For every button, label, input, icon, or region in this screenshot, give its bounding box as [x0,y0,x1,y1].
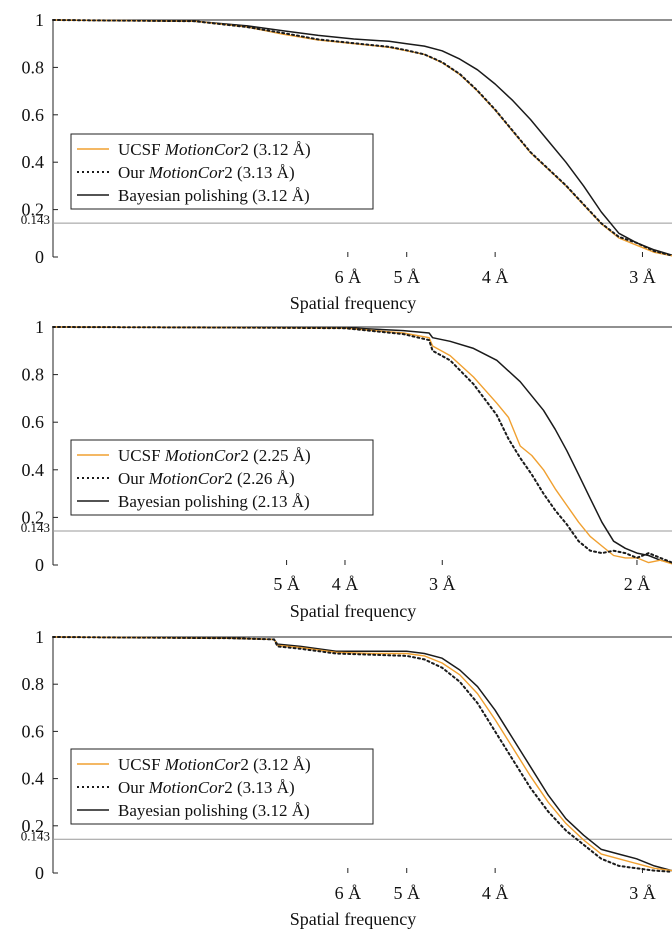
legend-label-plain: Bayesian polishing (3.12 Å) [118,186,310,205]
y-tick-label: 0.8 [22,365,45,385]
legend-label-suffix: 2 (2.25 Å) [240,446,310,465]
legend-label-plain: UCSF [118,446,165,465]
legend-label-suffix: 2 (3.13 Å) [224,778,294,797]
y-tick-label: 0.4 [22,152,45,172]
legend-label-plain: Bayesian polishing (2.13 Å) [118,492,310,511]
legend-label-plain: Our [118,778,149,797]
x-tick-label: 3 Å [429,574,456,594]
legend-label-suffix: 2 (3.12 Å) [240,755,310,774]
y-tick-label: 0.8 [22,674,45,694]
legend-label-italic: MotionCor [164,140,241,159]
legend-label-italic: MotionCor [148,469,225,488]
legend-box [70,133,374,210]
x-tick-label: 4 Å [482,883,509,903]
y-tick-label: 1 [35,317,44,337]
legend-label: Our MotionCor2 (3.13 Å) [118,778,295,797]
x-tick-label: 3 Å [629,267,656,287]
legend-label: UCSF MotionCor2 (3.12 Å) [118,755,311,774]
fsc-panel: 0.143 0 0.2 0.4 0.6 0.8 1 6 Å 5 Å 4 Å 3 Å Spatial f… [21,627,672,929]
x-axis-title: Spatial frequency [290,601,416,621]
x-axis-title: Spatial frequency [290,293,416,313]
y-tick-label: 1 [35,10,44,30]
threshold-label: 0.143 [21,520,50,535]
legend-label-suffix: 2 (2.26 Å) [224,469,294,488]
x-tick-label: 4 Å [332,574,359,594]
legend-label-suffix: 2 (3.12 Å) [240,140,310,159]
series-line-solid-black [52,636,672,872]
legend: UCSF MotionCor2 (3.12 Å)Our MotionCor2 (… [70,748,374,825]
series-line-solid-orange [52,326,672,565]
legend-label-italic: MotionCor [164,755,241,774]
y-tick-label: 0.2 [22,816,45,836]
threshold-label: 0.143 [21,212,50,227]
y-tick-label: 0.4 [22,769,45,789]
legend-label-suffix: 2 (3.13 Å) [224,163,294,182]
legend-label: UCSF MotionCor2 (3.12 Å) [118,140,311,159]
y-tick-label: 0.6 [22,105,45,125]
legend-label-plain: Our [118,469,149,488]
series-line-dotted-black [52,326,672,564]
series-line-solid-orange [52,636,672,872]
y-tick-label: 0 [35,863,44,883]
series-line-dotted-black [52,636,672,873]
legend-box [70,439,374,516]
x-tick-label: 2 Å [624,574,651,594]
series-line-solid-black [52,326,672,564]
legend-label-plain: Bayesian polishing (3.12 Å) [118,801,310,820]
y-tick-label: 0.4 [22,460,45,480]
legend-label: Bayesian polishing (3.12 Å) [118,801,310,820]
legend-label: UCSF MotionCor2 (2.25 Å) [118,446,311,465]
y-tick-label: 0.6 [22,412,45,432]
legend-box [70,748,374,825]
y-tick-label: 1 [35,627,44,647]
legend-label-plain: UCSF [118,755,165,774]
y-tick-label: 0.2 [22,507,45,527]
x-tick-label: 5 Å [393,267,420,287]
legend-label: Bayesian polishing (2.13 Å) [118,492,310,511]
y-tick-label: 0 [35,555,44,575]
series-line-solid-black [52,19,672,256]
y-tick-label: 0.6 [22,721,45,741]
x-tick-label: 3 Å [629,883,656,903]
legend: UCSF MotionCor2 (2.25 Å)Our MotionCor2 (… [70,439,374,516]
x-tick-label: 5 Å [393,883,420,903]
legend-label-italic: MotionCor [148,163,225,182]
x-axis-title: Spatial frequency [290,909,416,929]
y-tick-label: 0 [35,247,44,267]
fsc-panel: 0.143 0 0.2 0.4 0.6 0.8 1 5 Å 4 Å 3 Å 2 Å Spatial f… [21,317,672,621]
threshold-label: 0.143 [21,828,50,843]
fsc-panel: 0.143 0 0.2 0.4 0.6 0.8 1 6 Å 5 Å 4 Å 3 Å Spatial f… [21,10,672,313]
legend-label: Our MotionCor2 (2.26 Å) [118,469,295,488]
series-line-dotted-black [52,19,672,257]
legend-label: Our MotionCor2 (3.13 Å) [118,163,295,182]
legend-label-italic: MotionCor [164,446,241,465]
x-tick-label: 6 Å [335,883,362,903]
y-tick-label: 0.2 [22,200,45,220]
legend-label: Bayesian polishing (3.12 Å) [118,186,310,205]
legend: UCSF MotionCor2 (3.12 Å)Our MotionCor2 (… [70,133,374,210]
y-tick-label: 0.8 [22,57,45,77]
legend-label-italic: MotionCor [148,778,225,797]
legend-label-plain: UCSF [118,140,165,159]
x-tick-label: 4 Å [482,267,509,287]
x-tick-label: 6 Å [335,267,362,287]
x-tick-label: 5 Å [273,574,300,594]
legend-label-plain: Our [118,163,149,182]
